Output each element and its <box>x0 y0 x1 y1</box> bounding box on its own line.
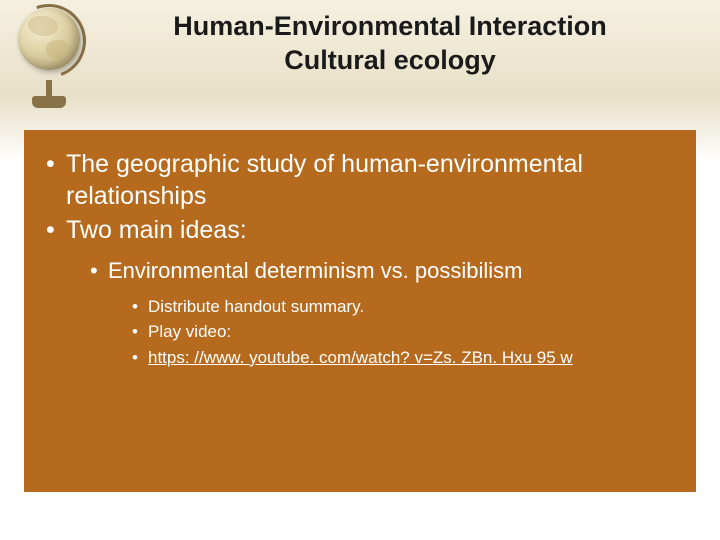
bullet-list-level2: Environmental determinism vs. possibilis… <box>90 256 674 370</box>
bullet-l3-item: Play video: <box>132 319 674 345</box>
bullet-l1-text: Two main ideas: <box>66 216 247 244</box>
title-line-2: Cultural ecology <box>90 44 690 78</box>
bullet-list-level3: Distribute handout summary. Play video: … <box>132 294 674 371</box>
bullet-l2-text: Environmental determinism vs. possibilis… <box>108 258 522 283</box>
bullet-l3-item: Distribute handout summary. <box>132 294 674 320</box>
bullet-l3-link[interactable]: https: //www. youtube. com/watch? v=Zs. … <box>132 345 674 371</box>
bullet-l1-item: The geographic study of human-environmen… <box>46 148 674 212</box>
content-box: The geographic study of human-environmen… <box>24 130 696 492</box>
title-line-1: Human-Environmental Interaction <box>90 10 690 44</box>
globe-decoration <box>18 8 98 108</box>
bullet-l1-item: Two main ideas: Environmental determinis… <box>46 214 674 370</box>
video-link-text: https: //www. youtube. com/watch? v=Zs. … <box>148 348 573 367</box>
bullet-list-level1: The geographic study of human-environmen… <box>46 148 674 370</box>
bullet-l2-item: Environmental determinism vs. possibilis… <box>90 256 674 370</box>
slide-title: Human-Environmental Interaction Cultural… <box>0 0 720 78</box>
